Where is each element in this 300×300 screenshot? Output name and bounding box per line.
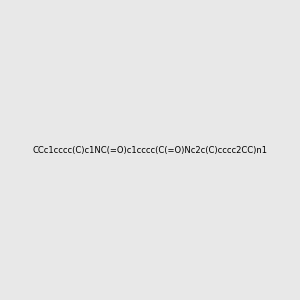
Text: CCc1cccc(C)c1NC(=O)c1cccc(C(=O)Nc2c(C)cccc2CC)n1: CCc1cccc(C)c1NC(=O)c1cccc(C(=O)Nc2c(C)cc…	[32, 146, 268, 154]
